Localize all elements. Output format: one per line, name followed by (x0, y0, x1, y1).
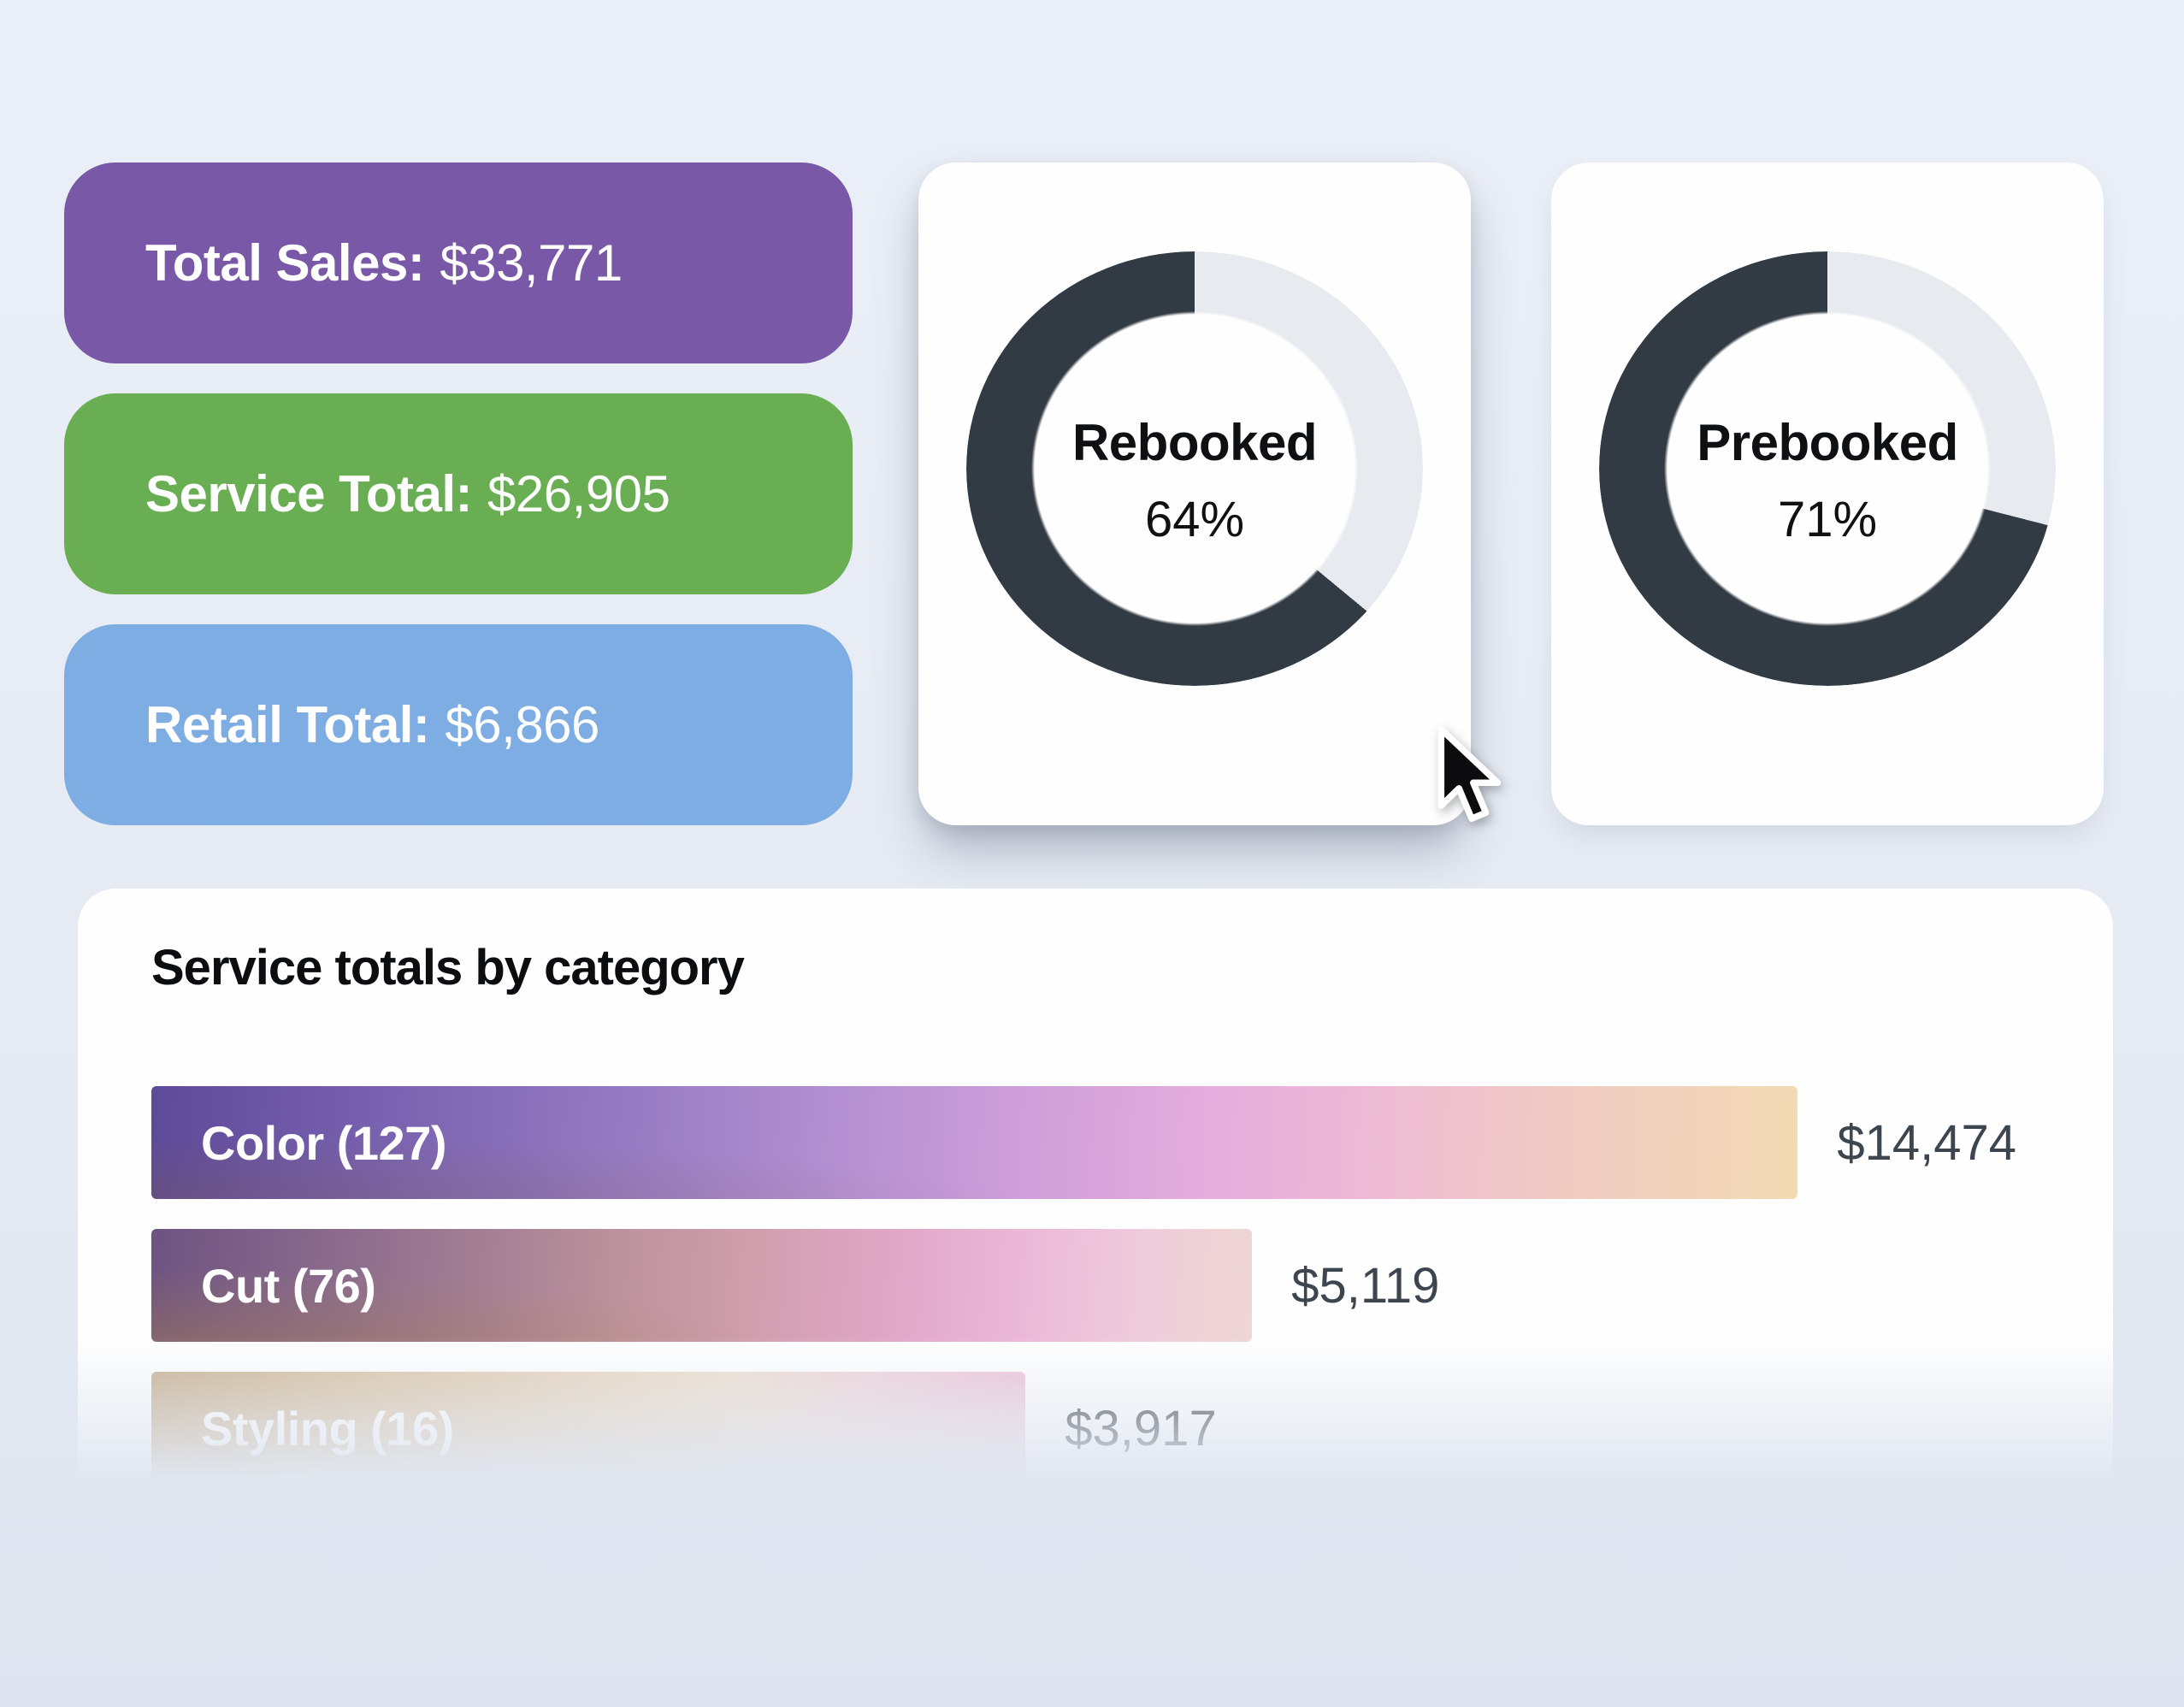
service-totals-title: Service totals by category (151, 940, 745, 995)
cut-bar: Cut (76) (151, 1229, 1253, 1342)
service-totals-card: Service totals by category Color (127) $… (78, 889, 2113, 1502)
prebooked-label: Prebooked (1697, 414, 1958, 471)
rebooked-donut-chart: Rebooked 64% (966, 251, 1423, 686)
styling-bar-value: $3,917 (1065, 1400, 1217, 1456)
prebooked-card[interactable]: Prebooked 71% (1551, 162, 2104, 825)
color-bar-label: Color (127) (201, 1115, 447, 1170)
prebooked-donut-ring (1599, 251, 2056, 686)
total-sales-value: $33,771 (440, 234, 623, 292)
bar-row-styling: Styling (16) $3,917 (151, 1372, 2039, 1485)
rebooked-label: Rebooked (1071, 414, 1318, 471)
service-total-label: Service Total: (145, 465, 473, 523)
cut-bar-value: $5,119 (1291, 1257, 1440, 1314)
category-bars: Color (127) $14,474 Cut (76) $5,119 Styl… (151, 1086, 2039, 1485)
styling-bar-label: Styling (16) (201, 1401, 454, 1456)
prebooked-donut-chart: Prebooked 71% (1599, 251, 2056, 686)
prebooked-donut-center: Prebooked 71% (1599, 251, 2056, 686)
retail-total-label: Retail Total: (145, 696, 430, 753)
retail-total-value: $6,866 (445, 696, 599, 753)
prebooked-percent: 71% (1777, 492, 1878, 547)
rebooked-donut-ring (966, 251, 1423, 686)
color-bar: Color (127) (151, 1086, 1798, 1199)
bar-row-color: Color (127) $14,474 (151, 1086, 2039, 1199)
styling-bar: Styling (16) (151, 1372, 1026, 1485)
service-total-value: $26,905 (487, 465, 670, 523)
total-sales-pill: Total Sales: $33,771 (64, 162, 853, 363)
color-bar-value: $14,474 (1837, 1114, 2017, 1171)
service-total-pill: Service Total: $26,905 (64, 393, 853, 594)
cut-bar-label: Cut (76) (201, 1258, 376, 1313)
bar-row-cut: Cut (76) $5,119 (151, 1229, 2039, 1342)
rebooked-percent: 64% (1144, 492, 1245, 547)
rebooked-donut-center: Rebooked 64% (966, 251, 1423, 686)
retail-total-pill: Retail Total: $6,866 (64, 624, 853, 825)
total-sales-label: Total Sales: (145, 234, 425, 292)
rebooked-card[interactable]: Rebooked 64% (918, 162, 1471, 825)
